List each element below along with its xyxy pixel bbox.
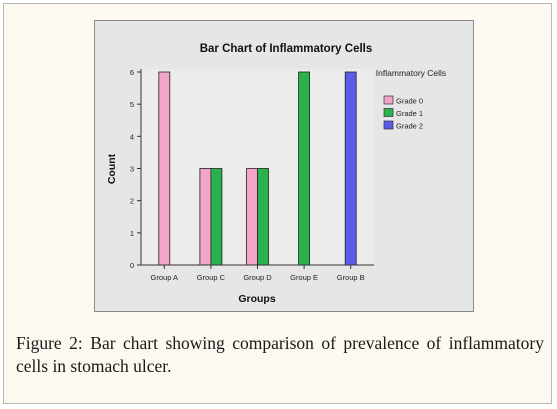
- caption-label: Figure 2:: [16, 333, 83, 353]
- chart-title: Bar Chart of Inflammatory Cells: [200, 43, 373, 55]
- legend-swatch: [383, 120, 394, 130]
- y-axis: 0 1 2 3 4 5 6: [130, 68, 142, 270]
- figure-caption: Figure 2: Bar chart showing comparison o…: [16, 332, 544, 378]
- y-tick-label: 2: [130, 197, 134, 206]
- legend-label: Grade 0: [396, 97, 423, 106]
- x-axis-label: Groups: [238, 293, 275, 305]
- legend-swatch: [383, 108, 394, 117]
- x-tick-label: Group D: [243, 273, 272, 282]
- x-tick-label: Group A: [151, 273, 179, 282]
- legend-title: Inflammatory Cells: [376, 68, 446, 78]
- legend-label: Grade 1: [396, 109, 423, 118]
- bar-grade-0: [158, 71, 171, 266]
- bar-grade-1: [210, 168, 223, 266]
- bar-grade-1: [257, 168, 269, 266]
- y-tick-label: 0: [130, 261, 134, 270]
- x-tick-label: Group E: [290, 273, 318, 282]
- y-tick-label: 1: [130, 229, 134, 238]
- x-tick-label: Group C: [197, 273, 226, 282]
- caption-text: Bar chart showing comparison of prevalen…: [16, 333, 544, 376]
- x-axis: Group A Group C Group D Group E Group B: [141, 264, 374, 282]
- x-tick-label: Group B: [337, 273, 365, 282]
- legend: Grade 0 Grade 1 Grade 2: [383, 95, 423, 131]
- y-tick-label: 5: [130, 100, 134, 109]
- legend-label: Grade 2: [396, 122, 423, 131]
- bar-chart: Bar Chart of Inflammatory Cells Count Gr…: [106, 43, 446, 305]
- y-tick-label: 4: [130, 132, 134, 141]
- bar-grade-2: [344, 71, 357, 266]
- bar-grade-1: [298, 71, 311, 266]
- chart-box: Bar Chart of Inflammatory Cells Count Gr…: [94, 20, 474, 312]
- y-tick-label: 6: [130, 68, 134, 77]
- legend-swatch: [383, 95, 394, 105]
- y-axis-label: Count: [106, 153, 118, 184]
- bar-grade-0: [246, 168, 258, 266]
- y-tick-label: 3: [130, 165, 134, 174]
- figure-frame: Bar Chart of Inflammatory Cells Count Gr…: [3, 3, 552, 404]
- bar-grade-0: [199, 168, 212, 266]
